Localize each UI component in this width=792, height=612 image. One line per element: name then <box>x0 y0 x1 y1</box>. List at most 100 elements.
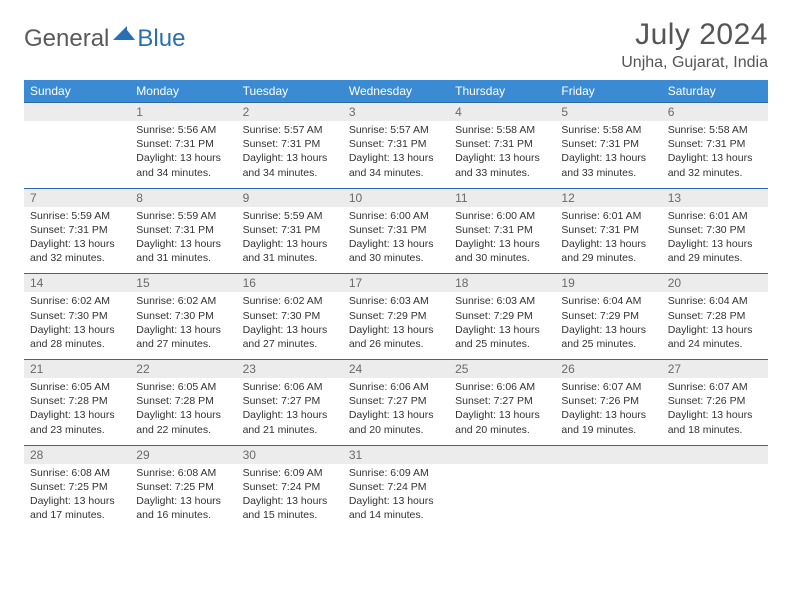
day-number: 31 <box>343 445 449 464</box>
sunset-text: Sunset: 7:30 PM <box>668 223 762 237</box>
day-number: 6 <box>662 103 768 122</box>
location-subtitle: Unjha, Gujarat, India <box>621 54 768 72</box>
sunrise-text: Sunrise: 6:01 AM <box>561 209 655 223</box>
daylight-text: and 17 minutes. <box>30 508 124 522</box>
daylight-text: and 25 minutes. <box>561 337 655 351</box>
day-number: 20 <box>662 274 768 293</box>
sunset-text: Sunset: 7:24 PM <box>349 480 443 494</box>
day-number: 13 <box>662 188 768 207</box>
day-cell: Sunrise: 5:58 AMSunset: 7:31 PMDaylight:… <box>555 121 661 188</box>
daylight-text: Daylight: 13 hours <box>30 494 124 508</box>
sunrise-text: Sunrise: 6:07 AM <box>668 380 762 394</box>
day-detail-row: Sunrise: 5:56 AMSunset: 7:31 PMDaylight:… <box>24 121 768 188</box>
sunrise-text: Sunrise: 5:59 AM <box>243 209 337 223</box>
sunrise-text: Sunrise: 6:02 AM <box>243 294 337 308</box>
sunset-text: Sunset: 7:31 PM <box>349 137 443 151</box>
day-cell <box>662 464 768 531</box>
dow-header: Tuesday <box>237 80 343 103</box>
sunrise-text: Sunrise: 5:57 AM <box>243 123 337 137</box>
sunrise-text: Sunrise: 6:06 AM <box>455 380 549 394</box>
daylight-text: Daylight: 13 hours <box>243 151 337 165</box>
sunset-text: Sunset: 7:31 PM <box>668 137 762 151</box>
calendar-table: Sunday Monday Tuesday Wednesday Thursday… <box>24 80 768 530</box>
daylight-text: Daylight: 13 hours <box>243 408 337 422</box>
day-cell: Sunrise: 6:02 AMSunset: 7:30 PMDaylight:… <box>130 292 236 359</box>
logo-text-general: General <box>24 25 109 53</box>
day-cell: Sunrise: 6:03 AMSunset: 7:29 PMDaylight:… <box>343 292 449 359</box>
daylight-text: and 34 minutes. <box>349 166 443 180</box>
sunset-text: Sunset: 7:31 PM <box>561 223 655 237</box>
logo: General Blue <box>24 24 185 53</box>
daylight-text: Daylight: 13 hours <box>349 494 443 508</box>
daylight-text: Daylight: 13 hours <box>349 323 443 337</box>
day-number: 3 <box>343 103 449 122</box>
sunset-text: Sunset: 7:25 PM <box>30 480 124 494</box>
sunset-text: Sunset: 7:28 PM <box>136 394 230 408</box>
title-block: July 2024 Unjha, Gujarat, India <box>621 18 768 72</box>
dow-header: Monday <box>130 80 236 103</box>
day-cell: Sunrise: 6:06 AMSunset: 7:27 PMDaylight:… <box>449 378 555 445</box>
page-title: July 2024 <box>621 18 768 52</box>
dow-header: Wednesday <box>343 80 449 103</box>
day-cell: Sunrise: 6:05 AMSunset: 7:28 PMDaylight:… <box>130 378 236 445</box>
day-number: 16 <box>237 274 343 293</box>
sunrise-text: Sunrise: 6:05 AM <box>136 380 230 394</box>
day-cell: Sunrise: 5:59 AMSunset: 7:31 PMDaylight:… <box>24 207 130 274</box>
day-number: 21 <box>24 360 130 379</box>
sunrise-text: Sunrise: 6:02 AM <box>136 294 230 308</box>
sunrise-text: Sunrise: 5:59 AM <box>30 209 124 223</box>
sunrise-text: Sunrise: 6:09 AM <box>349 466 443 480</box>
day-number: 25 <box>449 360 555 379</box>
sunrise-text: Sunrise: 6:04 AM <box>561 294 655 308</box>
day-cell: Sunrise: 6:04 AMSunset: 7:28 PMDaylight:… <box>662 292 768 359</box>
sunrise-text: Sunrise: 5:58 AM <box>668 123 762 137</box>
sunset-text: Sunset: 7:28 PM <box>668 309 762 323</box>
daylight-text: and 23 minutes. <box>30 423 124 437</box>
sunset-text: Sunset: 7:30 PM <box>30 309 124 323</box>
sunrise-text: Sunrise: 6:09 AM <box>243 466 337 480</box>
daylight-text: Daylight: 13 hours <box>349 237 443 251</box>
sunset-text: Sunset: 7:31 PM <box>243 223 337 237</box>
sunrise-text: Sunrise: 5:56 AM <box>136 123 230 137</box>
day-number: 12 <box>555 188 661 207</box>
day-number: 11 <box>449 188 555 207</box>
day-number: 24 <box>343 360 449 379</box>
day-cell: Sunrise: 5:59 AMSunset: 7:31 PMDaylight:… <box>130 207 236 274</box>
sunset-text: Sunset: 7:30 PM <box>243 309 337 323</box>
day-number-row: 14151617181920 <box>24 274 768 293</box>
daylight-text: Daylight: 13 hours <box>136 237 230 251</box>
day-number: 1 <box>130 103 236 122</box>
daylight-text: Daylight: 13 hours <box>668 323 762 337</box>
sunrise-text: Sunrise: 6:06 AM <box>243 380 337 394</box>
header: General Blue July 2024 Unjha, Gujarat, I… <box>24 18 768 72</box>
sunset-text: Sunset: 7:31 PM <box>243 137 337 151</box>
sunset-text: Sunset: 7:26 PM <box>561 394 655 408</box>
daylight-text: and 30 minutes. <box>349 251 443 265</box>
day-number: 18 <box>449 274 555 293</box>
day-cell: Sunrise: 6:04 AMSunset: 7:29 PMDaylight:… <box>555 292 661 359</box>
sunrise-text: Sunrise: 6:05 AM <box>30 380 124 394</box>
day-cell: Sunrise: 5:57 AMSunset: 7:31 PMDaylight:… <box>343 121 449 188</box>
daylight-text: and 14 minutes. <box>349 508 443 522</box>
daylight-text: Daylight: 13 hours <box>455 237 549 251</box>
daylight-text: Daylight: 13 hours <box>30 408 124 422</box>
sunrise-text: Sunrise: 6:06 AM <box>349 380 443 394</box>
sunrise-text: Sunrise: 6:07 AM <box>561 380 655 394</box>
daylight-text: and 33 minutes. <box>455 166 549 180</box>
daylight-text: Daylight: 13 hours <box>668 408 762 422</box>
dow-header: Saturday <box>662 80 768 103</box>
sunrise-text: Sunrise: 6:08 AM <box>30 466 124 480</box>
day-cell <box>449 464 555 531</box>
daylight-text: Daylight: 13 hours <box>561 323 655 337</box>
day-number <box>662 445 768 464</box>
day-cell: Sunrise: 5:58 AMSunset: 7:31 PMDaylight:… <box>449 121 555 188</box>
day-cell: Sunrise: 5:56 AMSunset: 7:31 PMDaylight:… <box>130 121 236 188</box>
day-cell: Sunrise: 6:05 AMSunset: 7:28 PMDaylight:… <box>24 378 130 445</box>
sunrise-text: Sunrise: 6:01 AM <box>668 209 762 223</box>
sunrise-text: Sunrise: 5:57 AM <box>349 123 443 137</box>
daylight-text: and 32 minutes. <box>30 251 124 265</box>
day-number: 15 <box>130 274 236 293</box>
day-number: 8 <box>130 188 236 207</box>
day-number: 30 <box>237 445 343 464</box>
day-cell: Sunrise: 6:07 AMSunset: 7:26 PMDaylight:… <box>555 378 661 445</box>
